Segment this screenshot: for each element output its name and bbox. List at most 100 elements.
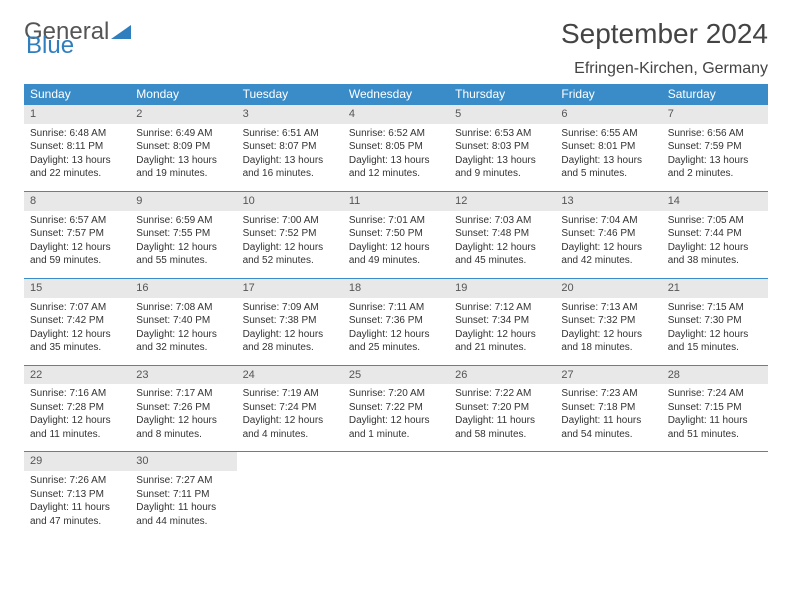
day-sunset: Sunset: 8:01 PM	[561, 140, 655, 154]
day-details: Sunrise: 6:56 AMSunset: 7:59 PMDaylight:…	[662, 124, 768, 191]
day-sunrise: Sunrise: 7:00 AM	[243, 214, 337, 228]
day-details: Sunrise: 7:07 AMSunset: 7:42 PMDaylight:…	[24, 298, 130, 365]
day-daylight: Daylight: 12 hours and 35 minutes.	[30, 328, 124, 355]
day-sunrise: Sunrise: 6:53 AM	[455, 127, 549, 141]
day-sunset: Sunset: 7:52 PM	[243, 227, 337, 241]
day-sunset: Sunset: 7:15 PM	[668, 401, 762, 415]
day-sunrise: Sunrise: 7:05 AM	[668, 214, 762, 228]
day-sunrise: Sunrise: 6:59 AM	[136, 214, 230, 228]
day-sunset: Sunset: 8:07 PM	[243, 140, 337, 154]
day-sunset: Sunset: 7:11 PM	[136, 488, 230, 502]
brand-part2: Blue	[26, 32, 74, 59]
day-daylight: Daylight: 13 hours and 5 minutes.	[561, 154, 655, 181]
day-number: 4	[343, 105, 449, 124]
calendar-cell: 19Sunrise: 7:12 AMSunset: 7:34 PMDayligh…	[449, 278, 555, 365]
day-details: Sunrise: 6:57 AMSunset: 7:57 PMDaylight:…	[24, 211, 130, 278]
day-sunrise: Sunrise: 6:48 AM	[30, 127, 124, 141]
day-details: Sunrise: 7:17 AMSunset: 7:26 PMDaylight:…	[130, 384, 236, 451]
day-number: 15	[24, 279, 130, 298]
day-sunset: Sunset: 7:55 PM	[136, 227, 230, 241]
day-sunset: Sunset: 8:09 PM	[136, 140, 230, 154]
day-daylight: Daylight: 12 hours and 4 minutes.	[243, 414, 337, 441]
calendar-cell: 26Sunrise: 7:22 AMSunset: 7:20 PMDayligh…	[449, 365, 555, 452]
calendar-cell: 9Sunrise: 6:59 AMSunset: 7:55 PMDaylight…	[130, 191, 236, 278]
day-details: Sunrise: 7:20 AMSunset: 7:22 PMDaylight:…	[343, 384, 449, 451]
day-details: Sunrise: 7:05 AMSunset: 7:44 PMDaylight:…	[662, 211, 768, 278]
calendar-cell	[449, 452, 555, 538]
day-sunset: Sunset: 7:50 PM	[349, 227, 443, 241]
calendar-cell: 13Sunrise: 7:04 AMSunset: 7:46 PMDayligh…	[555, 191, 661, 278]
day-daylight: Daylight: 12 hours and 21 minutes.	[455, 328, 549, 355]
day-daylight: Daylight: 12 hours and 45 minutes.	[455, 241, 549, 268]
calendar-cell: 24Sunrise: 7:19 AMSunset: 7:24 PMDayligh…	[237, 365, 343, 452]
calendar-cell: 2Sunrise: 6:49 AMSunset: 8:09 PMDaylight…	[130, 105, 236, 192]
weekday-header: Thursday	[449, 84, 555, 105]
day-daylight: Daylight: 12 hours and 49 minutes.	[349, 241, 443, 268]
day-number: 8	[24, 192, 130, 211]
calendar-cell: 21Sunrise: 7:15 AMSunset: 7:30 PMDayligh…	[662, 278, 768, 365]
day-number: 13	[555, 192, 661, 211]
day-number: 14	[662, 192, 768, 211]
day-details: Sunrise: 7:03 AMSunset: 7:48 PMDaylight:…	[449, 211, 555, 278]
calendar-cell: 14Sunrise: 7:05 AMSunset: 7:44 PMDayligh…	[662, 191, 768, 278]
day-details: Sunrise: 7:13 AMSunset: 7:32 PMDaylight:…	[555, 298, 661, 365]
day-sunset: Sunset: 7:44 PM	[668, 227, 762, 241]
day-sunset: Sunset: 7:26 PM	[136, 401, 230, 415]
calendar-cell: 25Sunrise: 7:20 AMSunset: 7:22 PMDayligh…	[343, 365, 449, 452]
day-sunset: Sunset: 7:32 PM	[561, 314, 655, 328]
day-sunrise: Sunrise: 7:24 AM	[668, 387, 762, 401]
day-sunrise: Sunrise: 7:07 AM	[30, 301, 124, 315]
day-sunrise: Sunrise: 6:57 AM	[30, 214, 124, 228]
calendar-cell	[343, 452, 449, 538]
day-daylight: Daylight: 13 hours and 16 minutes.	[243, 154, 337, 181]
day-details: Sunrise: 7:22 AMSunset: 7:20 PMDaylight:…	[449, 384, 555, 451]
day-details: Sunrise: 6:59 AMSunset: 7:55 PMDaylight:…	[130, 211, 236, 278]
day-details: Sunrise: 7:26 AMSunset: 7:13 PMDaylight:…	[24, 471, 130, 538]
weekday-header: Monday	[130, 84, 236, 105]
day-daylight: Daylight: 13 hours and 22 minutes.	[30, 154, 124, 181]
day-sunset: Sunset: 7:22 PM	[349, 401, 443, 415]
calendar-cell: 1Sunrise: 6:48 AMSunset: 8:11 PMDaylight…	[24, 105, 130, 192]
day-sunset: Sunset: 7:30 PM	[668, 314, 762, 328]
day-details: Sunrise: 7:00 AMSunset: 7:52 PMDaylight:…	[237, 211, 343, 278]
day-sunset: Sunset: 8:05 PM	[349, 140, 443, 154]
day-details: Sunrise: 7:24 AMSunset: 7:15 PMDaylight:…	[662, 384, 768, 451]
day-sunrise: Sunrise: 6:55 AM	[561, 127, 655, 141]
day-number: 25	[343, 366, 449, 385]
day-daylight: Daylight: 12 hours and 28 minutes.	[243, 328, 337, 355]
day-number: 27	[555, 366, 661, 385]
day-details: Sunrise: 6:52 AMSunset: 8:05 PMDaylight:…	[343, 124, 449, 191]
day-daylight: Daylight: 12 hours and 42 minutes.	[561, 241, 655, 268]
day-details: Sunrise: 7:27 AMSunset: 7:11 PMDaylight:…	[130, 471, 236, 538]
day-sunset: Sunset: 7:20 PM	[455, 401, 549, 415]
day-details: Sunrise: 7:15 AMSunset: 7:30 PMDaylight:…	[662, 298, 768, 365]
day-daylight: Daylight: 13 hours and 19 minutes.	[136, 154, 230, 181]
empty-day	[662, 452, 768, 471]
day-number: 26	[449, 366, 555, 385]
calendar-body: 1Sunrise: 6:48 AMSunset: 8:11 PMDaylight…	[24, 105, 768, 539]
day-details: Sunrise: 6:55 AMSunset: 8:01 PMDaylight:…	[555, 124, 661, 191]
day-details: Sunrise: 7:12 AMSunset: 7:34 PMDaylight:…	[449, 298, 555, 365]
calendar-cell	[662, 452, 768, 538]
day-number: 11	[343, 192, 449, 211]
day-sunset: Sunset: 7:38 PM	[243, 314, 337, 328]
calendar-cell: 12Sunrise: 7:03 AMSunset: 7:48 PMDayligh…	[449, 191, 555, 278]
day-sunset: Sunset: 7:13 PM	[30, 488, 124, 502]
day-daylight: Daylight: 13 hours and 9 minutes.	[455, 154, 549, 181]
day-sunset: Sunset: 8:03 PM	[455, 140, 549, 154]
day-sunset: Sunset: 7:59 PM	[668, 140, 762, 154]
calendar-cell: 20Sunrise: 7:13 AMSunset: 7:32 PMDayligh…	[555, 278, 661, 365]
day-sunrise: Sunrise: 7:11 AM	[349, 301, 443, 315]
calendar-cell: 16Sunrise: 7:08 AMSunset: 7:40 PMDayligh…	[130, 278, 236, 365]
calendar-cell: 6Sunrise: 6:55 AMSunset: 8:01 PMDaylight…	[555, 105, 661, 192]
day-number: 30	[130, 452, 236, 471]
day-sunrise: Sunrise: 7:16 AM	[30, 387, 124, 401]
day-daylight: Daylight: 11 hours and 51 minutes.	[668, 414, 762, 441]
day-number: 17	[237, 279, 343, 298]
calendar-cell: 22Sunrise: 7:16 AMSunset: 7:28 PMDayligh…	[24, 365, 130, 452]
day-sunset: Sunset: 7:36 PM	[349, 314, 443, 328]
calendar-cell: 27Sunrise: 7:23 AMSunset: 7:18 PMDayligh…	[555, 365, 661, 452]
day-details: Sunrise: 7:04 AMSunset: 7:46 PMDaylight:…	[555, 211, 661, 278]
day-sunrise: Sunrise: 7:26 AM	[30, 474, 124, 488]
day-daylight: Daylight: 12 hours and 15 minutes.	[668, 328, 762, 355]
